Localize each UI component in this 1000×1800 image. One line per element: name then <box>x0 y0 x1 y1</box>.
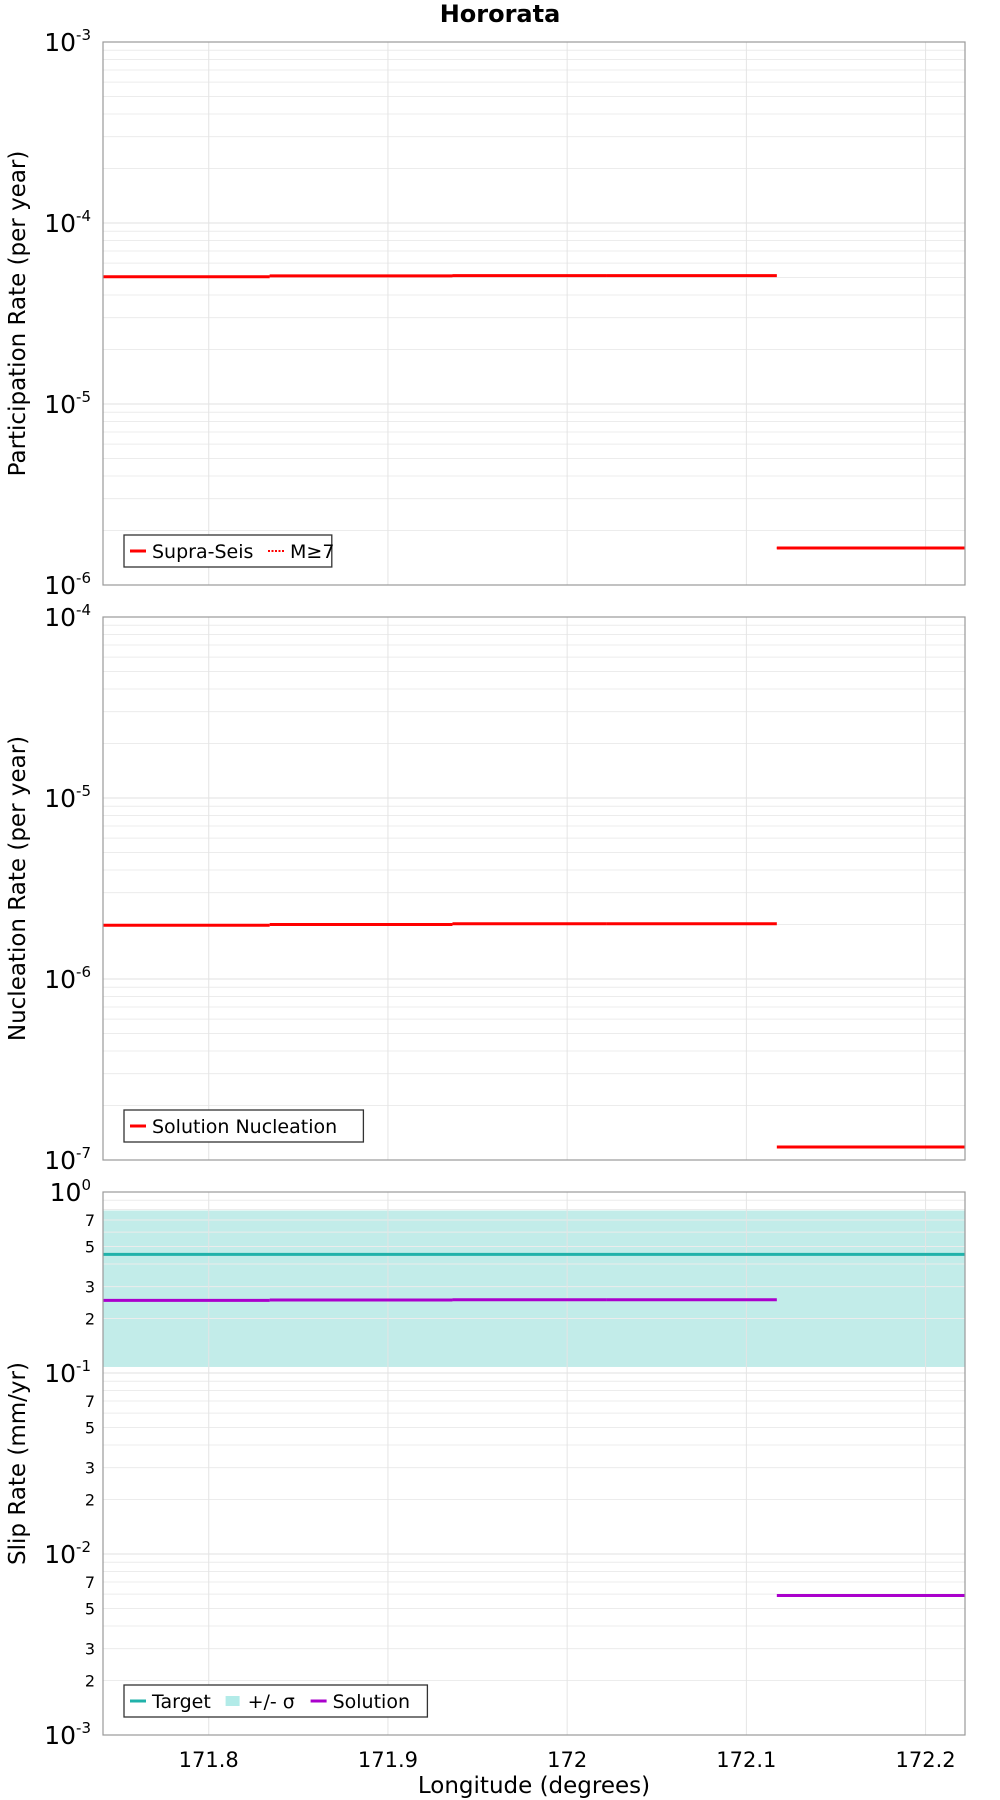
y-tick-label: 10-2 <box>44 1538 91 1569</box>
y-tick-label: 10-6 <box>44 963 91 994</box>
y-tick-label: 100 <box>50 1176 91 1207</box>
chart-title: Hororata <box>440 0 561 28</box>
x-tick-label: 172.1 <box>716 1748 776 1772</box>
plot-frame <box>102 1191 966 1736</box>
x-tick-label: 172.2 <box>896 1748 956 1772</box>
y-tick-label: 10-3 <box>44 26 91 57</box>
legend: Target +/- σ Solution <box>123 1684 429 1718</box>
legend-box <box>123 534 333 568</box>
legend-box <box>123 1684 429 1718</box>
y-tick-label: 10-4 <box>44 601 91 632</box>
legend: Supra-Seis M≥7 <box>123 534 334 568</box>
plot-area <box>103 42 965 585</box>
sigma-band <box>103 1210 965 1367</box>
legend-label: Solution <box>333 1691 410 1713</box>
y-axis-label: Slip Rate (mm/yr) <box>5 1362 31 1565</box>
plot-area <box>103 617 965 1160</box>
y-axis-label: Nucleation Rate (per year) <box>5 736 31 1041</box>
legend-label: +/- σ <box>248 1691 295 1713</box>
y-tick-label: 10-5 <box>44 782 91 813</box>
x-tick-label: 171.9 <box>358 1748 418 1772</box>
y-minor-tick-label: 3 <box>85 1459 95 1478</box>
legend-label: Supra-Seis <box>152 541 253 563</box>
y-minor-tick-label: 2 <box>85 1672 95 1691</box>
legend-label: M≥7 <box>290 541 334 563</box>
x-tick-label: 171.8 <box>179 1748 239 1772</box>
y-tick-label: 10-1 <box>44 1357 91 1388</box>
legend: Solution Nucleation <box>123 1109 365 1143</box>
plot-frame <box>102 616 966 1161</box>
plot-frame <box>102 41 966 586</box>
panel-2: 10-4 10-5 10-6 10-7 Nucleation Rate (per yea… <box>5 601 966 1175</box>
y-tick-label: 10-6 <box>44 569 91 600</box>
y-minor-tick-label: 7 <box>85 1392 95 1411</box>
legend-box <box>123 1109 365 1143</box>
legend-label: Target <box>151 1691 211 1713</box>
legend-label: Solution Nucleation <box>152 1116 337 1138</box>
y-tick-label: 10-4 <box>44 207 91 238</box>
y-tick-label: 10-3 <box>44 1719 91 1750</box>
x-tick-label: 172 <box>547 1748 587 1772</box>
y-tick-label: 10-7 <box>44 1144 91 1175</box>
y-axis-label: Participation Rate (per year) <box>5 151 31 477</box>
panel-3: 100 10-1 10-2 10-3 7 5 3 2 7 5 3 2 7 5 3 2 Slip Rate (mm… <box>5 1176 966 1799</box>
y-minor-tick-label: 2 <box>85 1491 95 1510</box>
y-minor-tick-label: 3 <box>85 1640 95 1659</box>
y-minor-tick-label: 2 <box>85 1310 95 1329</box>
y-minor-tick-label: 5 <box>85 1599 95 1618</box>
y-minor-tick-label: 7 <box>85 1573 95 1592</box>
y-tick-label: 10-5 <box>44 388 91 419</box>
panel-1: 10-3 10-4 10-5 10-6 Participation Rate (per … <box>5 26 966 600</box>
x-axis-label: Longitude (degrees) <box>418 1773 650 1799</box>
legend-swatch <box>225 1696 240 1706</box>
y-minor-tick-label: 5 <box>85 1237 95 1256</box>
y-minor-tick-label: 3 <box>85 1278 95 1297</box>
y-minor-tick-label: 7 <box>85 1211 95 1230</box>
y-minor-tick-label: 5 <box>85 1418 95 1437</box>
